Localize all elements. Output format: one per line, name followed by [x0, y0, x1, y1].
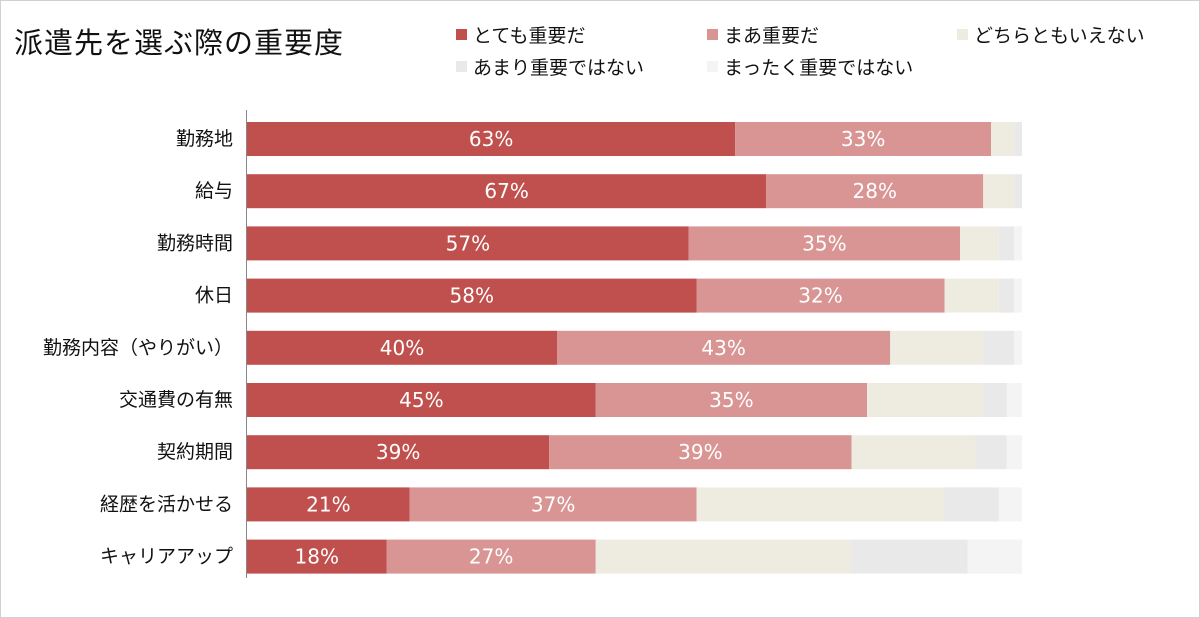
bar-segment	[247, 487, 410, 522]
data-label: 39%	[678, 440, 722, 464]
data-label: 40%	[380, 336, 424, 360]
data-label: 39%	[376, 440, 420, 464]
bar-segment	[944, 487, 999, 522]
legend-label: とても重要だ	[473, 25, 586, 47]
legend-swatch	[456, 61, 467, 72]
category-label: 勤務時間	[157, 232, 233, 254]
data-label: 43%	[701, 336, 745, 360]
legend-label: どちらともいえない	[974, 25, 1145, 47]
bar-segment	[1014, 226, 1022, 261]
category-label: 勤務地	[176, 128, 233, 150]
bar-segment	[696, 278, 945, 313]
bar-segment	[960, 226, 999, 261]
bar-segment	[386, 539, 596, 574]
category-label: 休日	[195, 285, 233, 307]
legend-label: まあ重要だ	[724, 25, 820, 47]
category-label: 経歴を活かせる	[100, 493, 233, 515]
data-label: 63%	[469, 127, 513, 151]
bar-segment	[409, 487, 697, 522]
legend-item-not-important-at-all: まったく重要ではない	[707, 53, 913, 80]
bar-segment	[247, 278, 697, 313]
bar-segment	[983, 330, 1015, 365]
legend-item-neutral: どちらともいえない	[957, 21, 1145, 48]
data-label: 58%	[450, 284, 494, 308]
bar-segment	[688, 226, 960, 261]
bar-segment	[851, 539, 968, 574]
data-label: 32%	[798, 284, 842, 308]
bar-segment	[735, 122, 991, 156]
bar-segment	[595, 383, 867, 417]
bar-segment	[1006, 383, 1022, 417]
bar-segment	[696, 487, 945, 522]
bar-segment	[998, 226, 1015, 261]
bar-segment	[247, 122, 736, 156]
bar-segment	[867, 383, 984, 417]
bar-segment	[851, 435, 976, 470]
bar-segment	[983, 383, 1007, 417]
data-label: 35%	[802, 231, 846, 255]
bar-segment	[998, 278, 1015, 313]
legend-label: まったく重要ではない	[724, 57, 914, 79]
category-label: 契約期間	[157, 441, 233, 463]
legend-swatch	[456, 29, 467, 40]
bar-segment	[967, 539, 1022, 574]
bar-segment	[975, 435, 1007, 470]
bar-segment	[247, 539, 387, 574]
data-label: 45%	[399, 388, 443, 412]
bar-segment	[247, 435, 550, 470]
data-label: 37%	[531, 492, 575, 516]
legend-label: あまり重要ではない	[473, 57, 645, 79]
bar-segment	[998, 487, 1022, 522]
data-label: 35%	[709, 388, 753, 412]
bar-segment	[247, 226, 689, 261]
bar-segment	[595, 539, 852, 574]
bar-segment	[944, 278, 999, 313]
category-label: 給与	[195, 180, 233, 202]
bar-segment	[991, 122, 1015, 156]
legend-swatch	[707, 61, 718, 72]
data-label: 67%	[484, 179, 528, 203]
category-label: 交通費の有無	[119, 389, 233, 411]
bar-segment	[1014, 278, 1022, 313]
category-label: キャリアアップ	[100, 546, 233, 568]
bar-segment	[557, 330, 891, 365]
legend-item-very-important: とても重要だ	[456, 21, 585, 48]
bar-segment	[1014, 174, 1022, 209]
chart-title: 派遣先を選ぶ際の重要度	[14, 26, 345, 60]
bar-segment	[1014, 122, 1022, 156]
bar-segment	[1006, 435, 1022, 470]
legend-item-not-very-important: あまり重要ではない	[456, 53, 644, 80]
data-label: 18%	[295, 545, 339, 569]
bar-segment	[247, 330, 557, 365]
data-label: 28%	[853, 179, 897, 203]
data-label: 33%	[841, 127, 885, 151]
bar-segment	[890, 330, 984, 365]
data-label: 21%	[306, 492, 350, 516]
bar-segment	[1014, 330, 1022, 365]
data-label: 27%	[469, 545, 513, 569]
bar-segment	[247, 383, 596, 417]
bar-segment	[247, 174, 767, 209]
bar-segment	[983, 174, 1015, 209]
legend-item-somewhat-important: まあ重要だ	[707, 21, 819, 48]
legend-swatch	[707, 29, 718, 40]
bar-segment	[549, 435, 852, 470]
legend-swatch	[957, 29, 968, 40]
category-label: 勤務内容（やりがい）	[43, 337, 233, 359]
bar-segment	[766, 174, 984, 209]
data-label: 57%	[446, 231, 490, 255]
